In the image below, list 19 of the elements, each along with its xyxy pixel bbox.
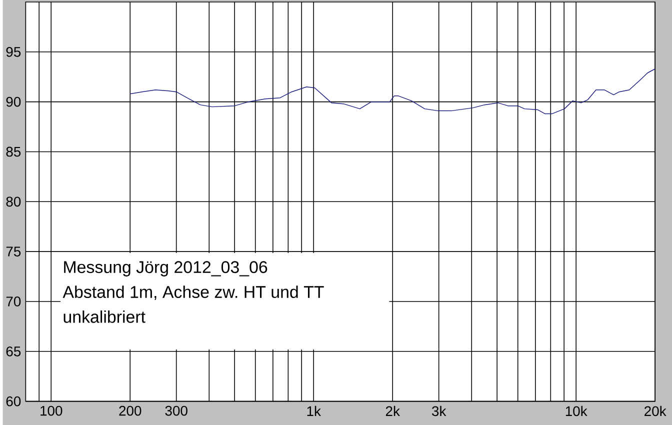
y-tick-label: 70 [6, 296, 21, 306]
y-tick-label: 75 [6, 246, 21, 256]
y-tick-label: 95 [6, 46, 21, 57]
x-tick-label: 10k [566, 406, 588, 416]
y-tick-label: 90 [6, 96, 21, 107]
y-tick-label: 80 [6, 196, 21, 206]
annotation: Messung Jörg 2012_03_06 [64, 261, 268, 276]
y-tick-label: 85 [6, 146, 21, 157]
y-tick-label: 60 [6, 396, 21, 406]
x-tick-label: 300 [165, 406, 188, 416]
x-tick-label: 200 [119, 406, 142, 416]
x-tick-label: 20k [644, 406, 666, 416]
x-tick-label: 100 [40, 406, 62, 416]
annotation: Abstand 1m, Achse zw. HT und TT [62, 285, 324, 300]
annotation: unkalibriert [64, 310, 146, 323]
x-tick-label: 2k [386, 406, 400, 416]
x-tick-label: 3k [432, 406, 446, 416]
y-tick-label: 65 [6, 346, 21, 356]
x-tick-label: 1k [307, 406, 321, 416]
